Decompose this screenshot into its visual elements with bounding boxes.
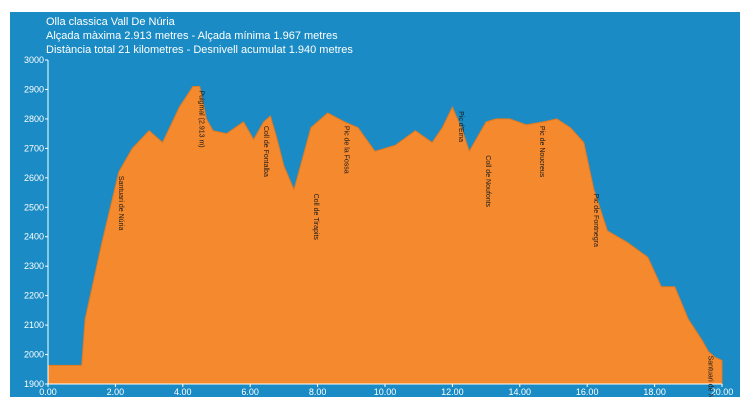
- waypoint-label: Coll de Tirapits: [312, 194, 319, 241]
- x-tick-label: 8.00: [309, 387, 327, 397]
- waypoint-label: Puigmal (2.913 m): [198, 90, 205, 147]
- y-tick-label: 2500: [24, 202, 44, 212]
- x-tick-label: 18.00: [643, 387, 666, 397]
- y-tick-label: 2300: [24, 261, 44, 271]
- chart-title: Olla classica Vall De Núria: [46, 16, 175, 28]
- waypoint-label: Santuari de Núria: [707, 356, 714, 397]
- y-tick-label: 2200: [24, 291, 44, 301]
- plot-area: 1900 2000 2100 2200 2300 2400 2500 2600 2700 2800…: [24, 55, 734, 397]
- chart-subtitle-distance: Distància total 21 kilometres - Desnivel…: [46, 44, 353, 56]
- x-tick-label: 2.00: [107, 387, 125, 397]
- x-tick-label: 0.00: [39, 387, 57, 397]
- x-tick-label: 10.00: [374, 387, 397, 397]
- x-tick-label: 14.00: [509, 387, 532, 397]
- y-tick-label: 2900: [24, 84, 44, 94]
- y-tick-label: 2000: [24, 350, 44, 360]
- waypoint-label: Pic d'Eina: [457, 111, 464, 142]
- waypoint-label: Santuari de Núria: [117, 176, 124, 231]
- elevation-area: [47, 86, 723, 385]
- x-tick-label: 4.00: [174, 387, 192, 397]
- y-tick-label: 2600: [24, 173, 44, 183]
- y-tick-label: 3000: [24, 55, 44, 65]
- elevation-chart: Olla classica Vall De Núria Alçada màxim…: [10, 12, 740, 397]
- y-tick-label: 2400: [24, 232, 44, 242]
- waypoint-label: Pic de Noucreus: [538, 126, 545, 178]
- waypoint-label: Coll de Fontalba: [262, 126, 269, 177]
- waypoint-label: Pic de Fontnegra: [592, 194, 599, 247]
- y-tick-label: 2100: [24, 320, 44, 330]
- x-tick-label: 6.00: [241, 387, 259, 397]
- x-tick-label: 20.00: [711, 387, 734, 397]
- x-tick-label: 12.00: [441, 387, 464, 397]
- y-tick-label: 2800: [24, 114, 44, 124]
- waypoint-label: Coll de Noufonts: [484, 155, 491, 207]
- chart-subtitle-altitude: Alçada màxima 2.913 metres - Alçada míni…: [46, 30, 338, 42]
- waypoint-label: Pic de la Fossa: [343, 126, 350, 174]
- y-tick-label: 1900: [24, 379, 44, 389]
- y-tick-label: 2700: [24, 143, 44, 153]
- x-tick-label: 16.00: [576, 387, 599, 397]
